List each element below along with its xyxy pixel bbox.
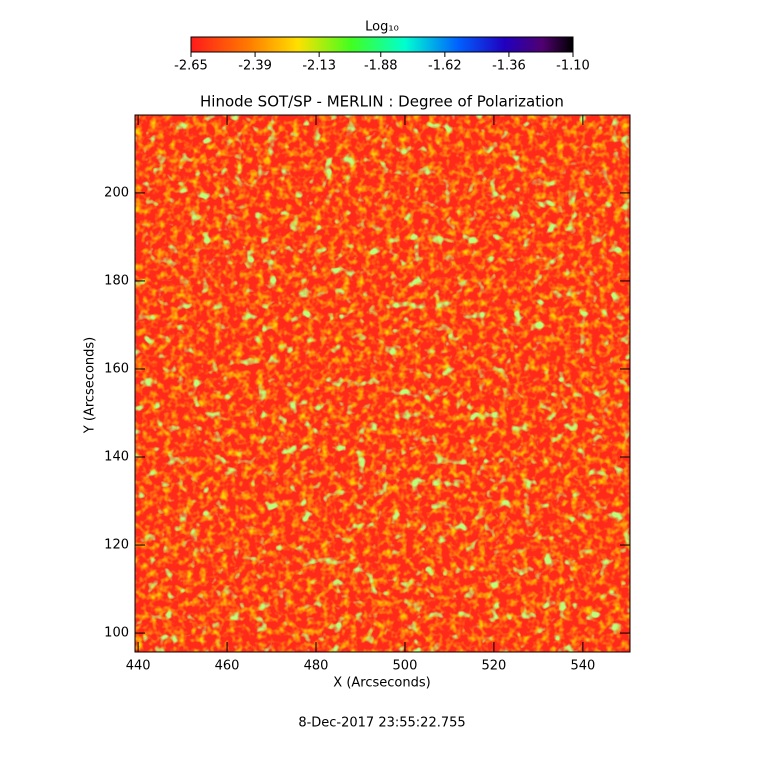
colorbar-tick-label: -2.39: [238, 59, 272, 74]
x-tick-label: 440: [126, 659, 151, 674]
colorbar-tick-label: -1.10: [556, 59, 590, 74]
x-tick-label: 500: [393, 659, 418, 674]
colorbar-label: Log₁₀: [365, 20, 399, 35]
y-tick-label: 140: [104, 450, 129, 465]
x-tick-label: 480: [304, 659, 329, 674]
x-tick-label: 540: [570, 659, 595, 674]
colorbar-tick-label: -1.36: [492, 59, 526, 74]
y-tick-label: 200: [104, 185, 129, 200]
plot-frame: [134, 114, 631, 653]
colorbar: [190, 36, 574, 53]
colorbar-tick-label: -1.88: [364, 59, 398, 74]
colorbar-tick-label: -2.65: [174, 59, 208, 74]
y-tick-label: 100: [104, 626, 129, 641]
y-tick-label: 160: [104, 361, 129, 376]
x-tick-label: 520: [481, 659, 506, 674]
y-axis-label: Y (Arcseconds): [83, 337, 98, 434]
x-axis-label: X (Arcseconds): [333, 676, 430, 691]
y-tick-label: 180: [104, 273, 129, 288]
chart-title: Hinode SOT/SP - MERLIN : Degree of Polar…: [200, 93, 564, 111]
colorbar-tick-label: -1.62: [428, 59, 462, 74]
x-tick-label: 460: [215, 659, 240, 674]
footer-date: 8-Dec-2017 23:55:22.755: [298, 716, 465, 731]
colorbar-tick-label: -2.13: [302, 59, 336, 74]
image: [135, 115, 630, 652]
y-tick-label: 120: [104, 538, 129, 553]
